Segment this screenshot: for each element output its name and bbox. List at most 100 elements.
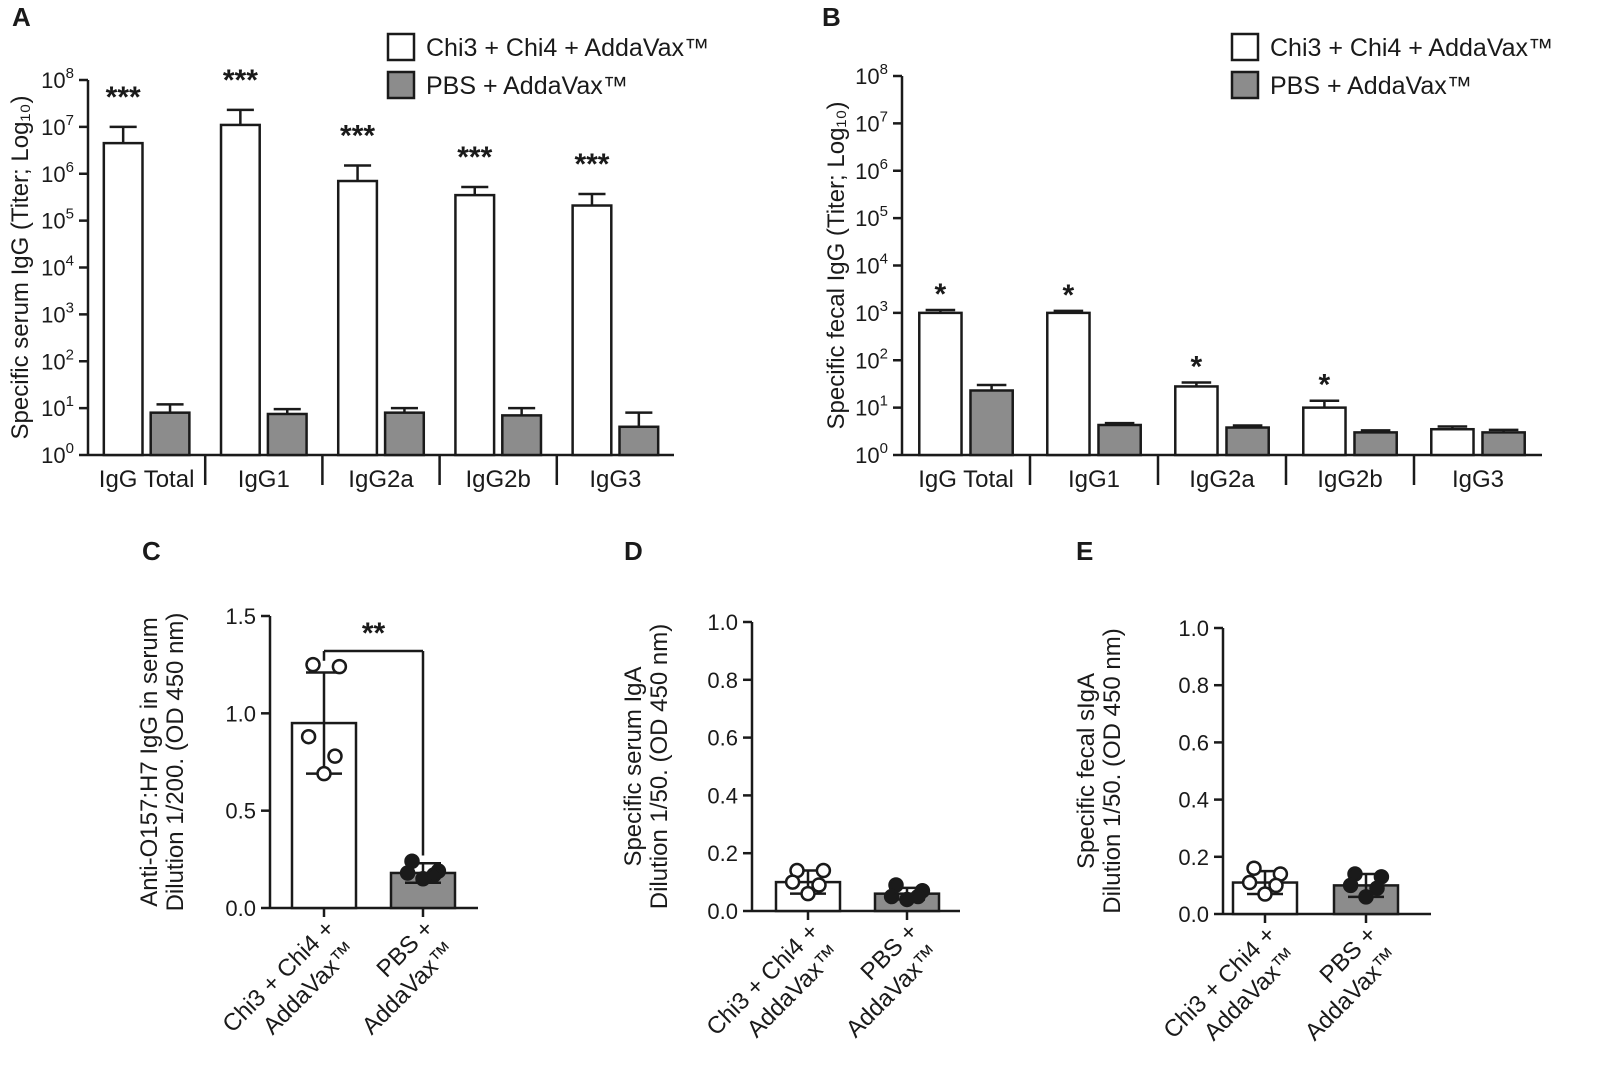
- y-tick-label: 0.6: [707, 726, 738, 751]
- bar-pbs: [501, 414, 543, 457]
- y-axis-label: Specific serum IgG (Titer; Log₁₀): [7, 96, 34, 440]
- category-label: Chi3 + Chi4 +AddaVax™: [217, 915, 361, 1059]
- significance-marker: ***: [106, 81, 141, 114]
- significance-marker: ***: [223, 64, 258, 97]
- y-tick-label: 104: [41, 253, 74, 281]
- y-tick-label: 0.8: [1178, 673, 1209, 698]
- data-point-pbs: [899, 891, 915, 908]
- data-point-vaccine: [300, 728, 317, 745]
- data-point-vaccine: [1241, 874, 1258, 891]
- panel-label-E: E: [1076, 536, 1093, 566]
- significance-marker: *: [1191, 350, 1203, 383]
- category-label: IgG Total: [918, 466, 1014, 493]
- category-label: IgG3: [1452, 466, 1504, 493]
- data-point-vaccine: [1268, 877, 1284, 894]
- y-axis-label-line1: Specific fecal sIgA: [1073, 673, 1100, 869]
- bar-vaccine: [219, 123, 261, 457]
- legend-label: PBS + AddaVax™: [426, 72, 628, 100]
- y-tick-label: 1.0: [225, 701, 256, 726]
- y-axis-label: Specific fecal IgG (Titer; Log₁₀): [823, 102, 850, 430]
- y-tick-label: 1.0: [707, 610, 738, 635]
- bar-pbs: [1097, 423, 1142, 457]
- y-tick-label: 105: [41, 206, 74, 234]
- category-label: IgG Total: [99, 466, 195, 493]
- y-tick-label: 103: [41, 299, 74, 327]
- bar-pbs: [618, 425, 660, 457]
- data-point-vaccine: [811, 877, 827, 893]
- y-tick-label: 0.5: [225, 799, 256, 824]
- bar-vaccine: [571, 204, 613, 457]
- panel-label-D: D: [624, 536, 643, 566]
- y-tick-label: 0.2: [707, 841, 738, 866]
- legend-label: PBS + AddaVax™: [1270, 72, 1472, 100]
- bar-pbs: [1353, 431, 1398, 457]
- bar-vaccine: [918, 311, 963, 457]
- y-tick-label: 107: [855, 108, 888, 136]
- panel-label-C: C: [142, 536, 161, 566]
- y-tick-label: 101: [855, 393, 888, 421]
- y-tick-label: 108: [41, 65, 74, 93]
- category-label: IgG1: [238, 466, 290, 493]
- significance-marker: ***: [574, 148, 609, 181]
- bar-pbs: [266, 412, 308, 457]
- significance-marker: **: [362, 617, 386, 650]
- panel-D: D 0.0 0.2 0.4 0.6 0.8 1.0 Specific serum IgA Dil…: [620, 536, 960, 1043]
- bar-vaccine: [336, 179, 379, 457]
- data-point-vaccine: [1246, 860, 1262, 876]
- legend-swatch-vaccine: [386, 32, 416, 62]
- category-label: IgG1: [1068, 466, 1120, 493]
- bar-pbs: [969, 389, 1014, 457]
- y-tick-label: 102: [855, 345, 888, 373]
- significance-marker: ***: [340, 119, 375, 152]
- y-tick-label: 100: [855, 440, 888, 468]
- bar-vaccine: [1430, 427, 1475, 457]
- y-axis-label-line1: Specific serum IgA: [620, 666, 647, 866]
- y-axis-label-line2: Dilution 1/50. (OD 450 nm): [646, 624, 673, 909]
- y-tick-label: 1.0: [1178, 616, 1209, 641]
- data-point-vaccine: [1257, 886, 1273, 902]
- y-tick-label: 108: [855, 61, 888, 89]
- panel-label-A: A: [12, 2, 31, 32]
- data-point-vaccine: [784, 874, 801, 890]
- y-tick-label: 104: [855, 251, 888, 279]
- y-tick-label: 106: [855, 156, 888, 184]
- bar-vaccine: [1174, 385, 1219, 457]
- y-tick-label: 102: [41, 346, 74, 374]
- bar-pbs: [1481, 431, 1526, 457]
- bar-vaccine: [1046, 311, 1091, 457]
- panel-label-B: B: [822, 2, 841, 32]
- significance-marker: *: [935, 278, 947, 311]
- bar-pbs: [383, 411, 426, 457]
- significance-marker: *: [1063, 279, 1075, 312]
- bar-pbs: [149, 411, 191, 457]
- panel-A: A 100 101 102 103 104 105 106 107 108 Specific ser…: [7, 2, 709, 493]
- legend-label: Chi3 + Chi4 + AddaVax™: [426, 34, 709, 62]
- y-axis-label-line1: Anti-O157:H7 IgG in serum: [136, 617, 163, 906]
- y-tick-label: 0.8: [707, 668, 738, 693]
- panel-E: E 0.0 0.2 0.4 0.6 0.8 1.0 Specific fecal sIgA Di…: [1073, 536, 1431, 1046]
- data-point-vaccine: [305, 656, 321, 673]
- y-tick-label: 0.4: [1178, 788, 1209, 813]
- y-tick-label: 103: [855, 298, 888, 326]
- y-tick-label: 0.6: [1178, 730, 1209, 755]
- legend-swatch-pbs: [1230, 70, 1260, 100]
- y-tick-label: 0.0: [1178, 902, 1209, 927]
- data-point-vaccine: [316, 765, 332, 782]
- category-label: IgG2a: [1189, 466, 1255, 493]
- data-point-pbs: [1358, 889, 1374, 905]
- data-point-pbs: [399, 865, 416, 881]
- y-tick-label: 0.4: [707, 783, 738, 808]
- significance-marker: ***: [457, 141, 492, 174]
- data-point-pbs: [1342, 877, 1359, 894]
- bar-pbs: [1225, 426, 1270, 457]
- data-point-vaccine: [815, 862, 832, 879]
- legend-label: Chi3 + Chi4 + AddaVax™: [1270, 34, 1553, 62]
- category-label: PBS +AddaVax™: [336, 915, 461, 1040]
- data-point-vaccine: [327, 748, 343, 764]
- legend-swatch-vaccine: [1230, 32, 1260, 62]
- y-tick-label: 101: [41, 393, 74, 421]
- data-point-pbs: [415, 871, 431, 887]
- category-label: PBS +AddaVax™: [1279, 921, 1404, 1046]
